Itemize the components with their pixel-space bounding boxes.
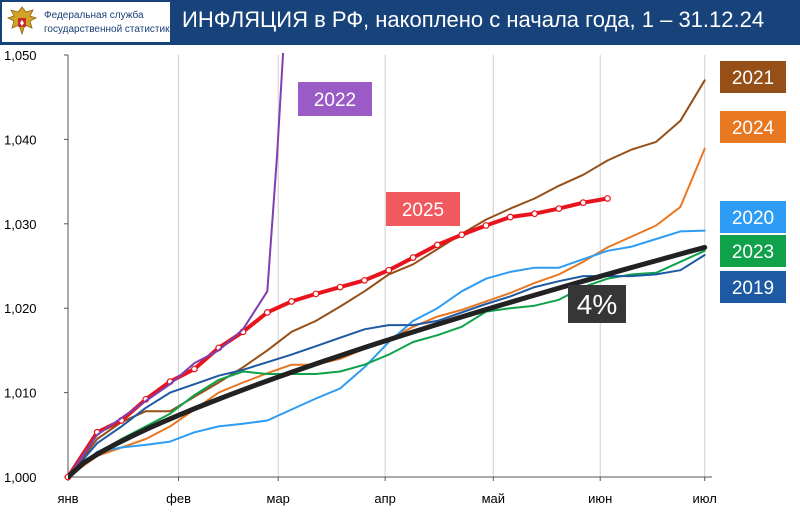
series-line-4pct — [68, 244, 708, 479]
x-tick-label: мар — [267, 491, 290, 506]
series-label-text: 4% — [577, 289, 617, 320]
series-label-2019: 2019 — [720, 271, 786, 303]
series-label-2025: 2025 — [386, 192, 460, 226]
x-tick-label: янв — [57, 491, 78, 506]
series-point-2025 — [336, 283, 344, 291]
series-point-2025 — [288, 298, 295, 305]
series-label-text: 2023 — [732, 242, 774, 263]
series-point-2025 — [506, 213, 514, 221]
inflation-chart: 1,000 1,010 1,020 1,030 1,040 1,050 янв фев мар… — [0, 45, 800, 517]
y-tick-label: 1,000 — [4, 470, 37, 485]
eagle-emblem-icon — [6, 6, 38, 36]
series-point-2025 — [190, 365, 198, 373]
rosstat-logo: Федеральная служба государственной стати… — [2, 2, 175, 42]
series-label-text: 2022 — [314, 90, 356, 111]
y-tick-label: 1,040 — [4, 132, 37, 147]
series-point-2025 — [409, 254, 417, 261]
series-point-2025 — [312, 290, 320, 298]
x-tick-label: май — [482, 491, 505, 506]
y-tick-label: 1,020 — [4, 301, 37, 316]
series-point-2025 — [579, 199, 587, 207]
series-lines — [64, 53, 708, 481]
series-line-2023 — [68, 249, 706, 478]
logo-text-line1: Федеральная служба — [44, 10, 144, 21]
series-label-2021: 2021 — [720, 61, 786, 93]
series-label-text: 2020 — [732, 208, 774, 229]
series-point-2025 — [263, 309, 271, 316]
series-label-4pct: 4% — [568, 285, 626, 323]
series-label-text: 2021 — [732, 68, 774, 89]
series-label-text: 2025 — [402, 200, 444, 221]
series-point-2025 — [604, 195, 611, 202]
series-labels: 2021 2024 2020 2023 2019 2025 2022 4% — [298, 61, 786, 323]
x-tick-labels: янв фев мар апр май июн июл — [57, 491, 716, 506]
series-point-2025 — [433, 241, 441, 249]
series-label-2023: 2023 — [720, 235, 786, 267]
series-line-2022 — [68, 53, 285, 478]
y-tick-label: 1,050 — [4, 48, 37, 63]
x-tick-label: июл — [693, 491, 717, 506]
x-tick-label: июн — [588, 491, 612, 506]
x-tick-label: апр — [374, 491, 396, 506]
series-label-text: 2019 — [732, 278, 774, 299]
x-tick-label: фев — [166, 491, 191, 506]
page-title: ИНФЛЯЦИЯ в РФ, накоплено с начала года, … — [182, 7, 765, 32]
series-label-text: 2024 — [732, 118, 775, 139]
series-point-2025 — [361, 276, 368, 284]
header-bar: Федеральная служба государственной стати… — [0, 0, 800, 45]
series-label-2020: 2020 — [720, 201, 786, 233]
series-label-2024: 2024 — [720, 111, 786, 143]
series-point-2025 — [555, 205, 563, 213]
series-point-2025 — [482, 222, 490, 229]
axes — [64, 54, 712, 481]
series-point-2025 — [458, 231, 466, 239]
y-tick-label: 1,010 — [4, 386, 37, 401]
y-tick-labels: 1,000 1,010 1,020 1,030 1,040 1,050 — [4, 48, 37, 485]
series-point-2025 — [385, 266, 393, 274]
y-tick-label: 1,030 — [4, 217, 37, 232]
series-label-2022: 2022 — [298, 82, 372, 116]
logo-text-line2: государственной статистики — [44, 24, 176, 35]
series-point-2025 — [531, 210, 538, 218]
